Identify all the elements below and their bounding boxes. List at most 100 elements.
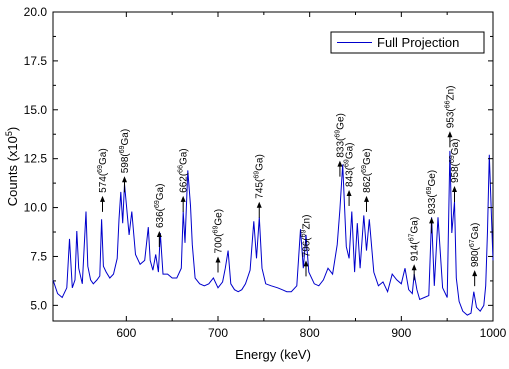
annotation-isotope: Ge) (335, 113, 346, 130)
y-tick-label: 10.0 (24, 201, 48, 215)
annotation-arrowhead (215, 256, 221, 263)
annotation-arrowhead (303, 260, 309, 267)
annotation-energy: 958( (450, 162, 461, 183)
annotation-arrowhead (180, 195, 186, 202)
annotation-arrowhead (156, 231, 162, 238)
annotation-mass: 69 (301, 229, 308, 237)
x-tick-label: 800 (300, 326, 320, 340)
annotation-arrowhead (100, 195, 105, 202)
annotation-energy: 745( (255, 178, 266, 199)
annotation-isotope: Ga) (345, 142, 356, 159)
y-axis-title-tail: ) (5, 127, 20, 131)
peak-annotation: 862(69Ge) (361, 148, 373, 212)
annotation-mass: 69 (426, 186, 433, 194)
annotation-mass: 69 (119, 145, 126, 153)
annotation-label: 953(66Zn) (444, 85, 456, 128)
annotation-mass: 67 (469, 239, 476, 247)
annotation-isotope: Ga) (155, 184, 166, 201)
annotation-energy: 598( (120, 153, 131, 174)
annotation-energy: 833( (335, 137, 346, 158)
annotation-isotope: Ga) (470, 223, 481, 240)
x-tick-label: 900 (391, 326, 411, 340)
annotation-arrowhead (452, 186, 457, 193)
annotation-energy: 700( (214, 233, 225, 254)
annotation-arrowhead (346, 189, 352, 196)
annotation-energy: 636( (155, 207, 166, 228)
annotation-isotope: Ge) (362, 148, 373, 165)
annotation-energy: 980( (470, 246, 481, 267)
axis-ticks (53, 11, 494, 321)
annotation-isotope: Ga) (450, 139, 461, 156)
annotation-label: 914(67Ga) (409, 217, 421, 261)
annotation-energy: 574( (98, 172, 109, 193)
peak-annotation: 914(67Ga) (409, 217, 421, 281)
y-tick-label: 5.0 (30, 298, 47, 312)
annotation-arrowhead (472, 270, 478, 277)
annotation-mass: 69 (449, 155, 456, 163)
y-tick-label: 15.0 (24, 103, 48, 117)
annotation-isotope: Ga) (410, 217, 421, 234)
annotation-arrowhead (429, 217, 435, 224)
y-tick-label: 20.0 (24, 5, 48, 19)
legend-label: Full Projection (377, 35, 459, 50)
annotation-energy: 914( (410, 241, 421, 262)
annotation-label: 862(69Ge) (361, 148, 373, 192)
x-tick-labels: 600 700 800 900 1000 (116, 326, 506, 340)
annotation-label: 574(69Ga) (97, 148, 109, 192)
legend: Full Projection (330, 31, 485, 54)
annotation-mass: 69 (154, 200, 161, 208)
x-tick-label: 600 (116, 326, 136, 340)
peak-annotation: 700(69Ge) (213, 209, 225, 273)
annotation-energy: 862( (362, 172, 373, 193)
annotation-label: 958(69Ga) (449, 139, 461, 183)
peak-annotation: 745(69Ga) (254, 154, 266, 218)
peak-annotation: 662(66Ga) (178, 148, 190, 212)
plot-frame (52, 11, 494, 322)
annotation-mass: 69 (334, 130, 341, 138)
annotation-label: 843(69Ga) (344, 142, 356, 186)
annotation-arrowhead (447, 131, 453, 138)
plot-area: 574(69Ga) 598(69Ga)636(69Ga) 662(66Ga)700(… (52, 11, 494, 322)
annotation-isotope: Ga) (120, 129, 131, 146)
peak-annotation: 958(69Ga) (449, 139, 461, 203)
annotation-energy: 933( (427, 194, 438, 215)
annotation-isotope: Zn) (445, 85, 456, 100)
peak-annotation: 598(69Ga) (119, 129, 131, 193)
peak-annotation: 796(69Zn) (301, 215, 313, 277)
y-tick-labels: 5.0 7.5 10.0 12.5 15.0 17.5 20.0 (24, 5, 48, 312)
peak-annotation: 933(69Ge) (426, 170, 438, 234)
annotation-mass: 66 (444, 100, 451, 108)
x-tick-label: 700 (208, 326, 228, 340)
annotation-label: 796(69Zn) (301, 215, 313, 258)
y-tick-label: 7.5 (30, 249, 47, 263)
annotation-isotope: Ga) (255, 154, 266, 171)
annotation-mass: 69 (254, 171, 261, 179)
annotation-isotope: Ge) (427, 170, 438, 187)
y-tick-label: 12.5 (24, 152, 48, 166)
peak-annotation: 980(67Ga) (469, 223, 481, 287)
annotation-arrowhead (364, 195, 369, 202)
annotation-energy: 662( (179, 172, 190, 193)
annotation-isotope: Ga) (98, 148, 109, 165)
annotation-arrowhead (411, 264, 417, 271)
x-axis-title: Energy (keV) (235, 347, 311, 362)
annotation-mass: 69 (97, 165, 104, 173)
y-tick-label: 17.5 (24, 54, 48, 68)
annotation-label: 745(69Ga) (254, 154, 266, 198)
annotation-label: 700(69Ge) (213, 209, 225, 253)
annotation-arrowhead (122, 176, 127, 183)
annotation-mass: 69 (344, 159, 351, 167)
annotation-energy: 843( (345, 166, 356, 187)
annotation-mass: 67 (409, 233, 416, 241)
annotation-label: 980(67Ga) (469, 223, 481, 267)
y-axis-title-sup: 5 (4, 131, 14, 136)
peak-annotation: 953(66Zn) (444, 85, 456, 148)
annotation-label: 933(69Ge) (426, 170, 438, 214)
peak-annotation: 574(69Ga) (97, 148, 109, 212)
annotation-arrowhead (256, 201, 262, 208)
annotation-energy: 953( (445, 108, 456, 129)
annotation-mass: 66 (178, 165, 185, 173)
peak-annotation: 833(69Ge) (334, 113, 346, 177)
x-tick-label: 1000 (480, 326, 507, 340)
